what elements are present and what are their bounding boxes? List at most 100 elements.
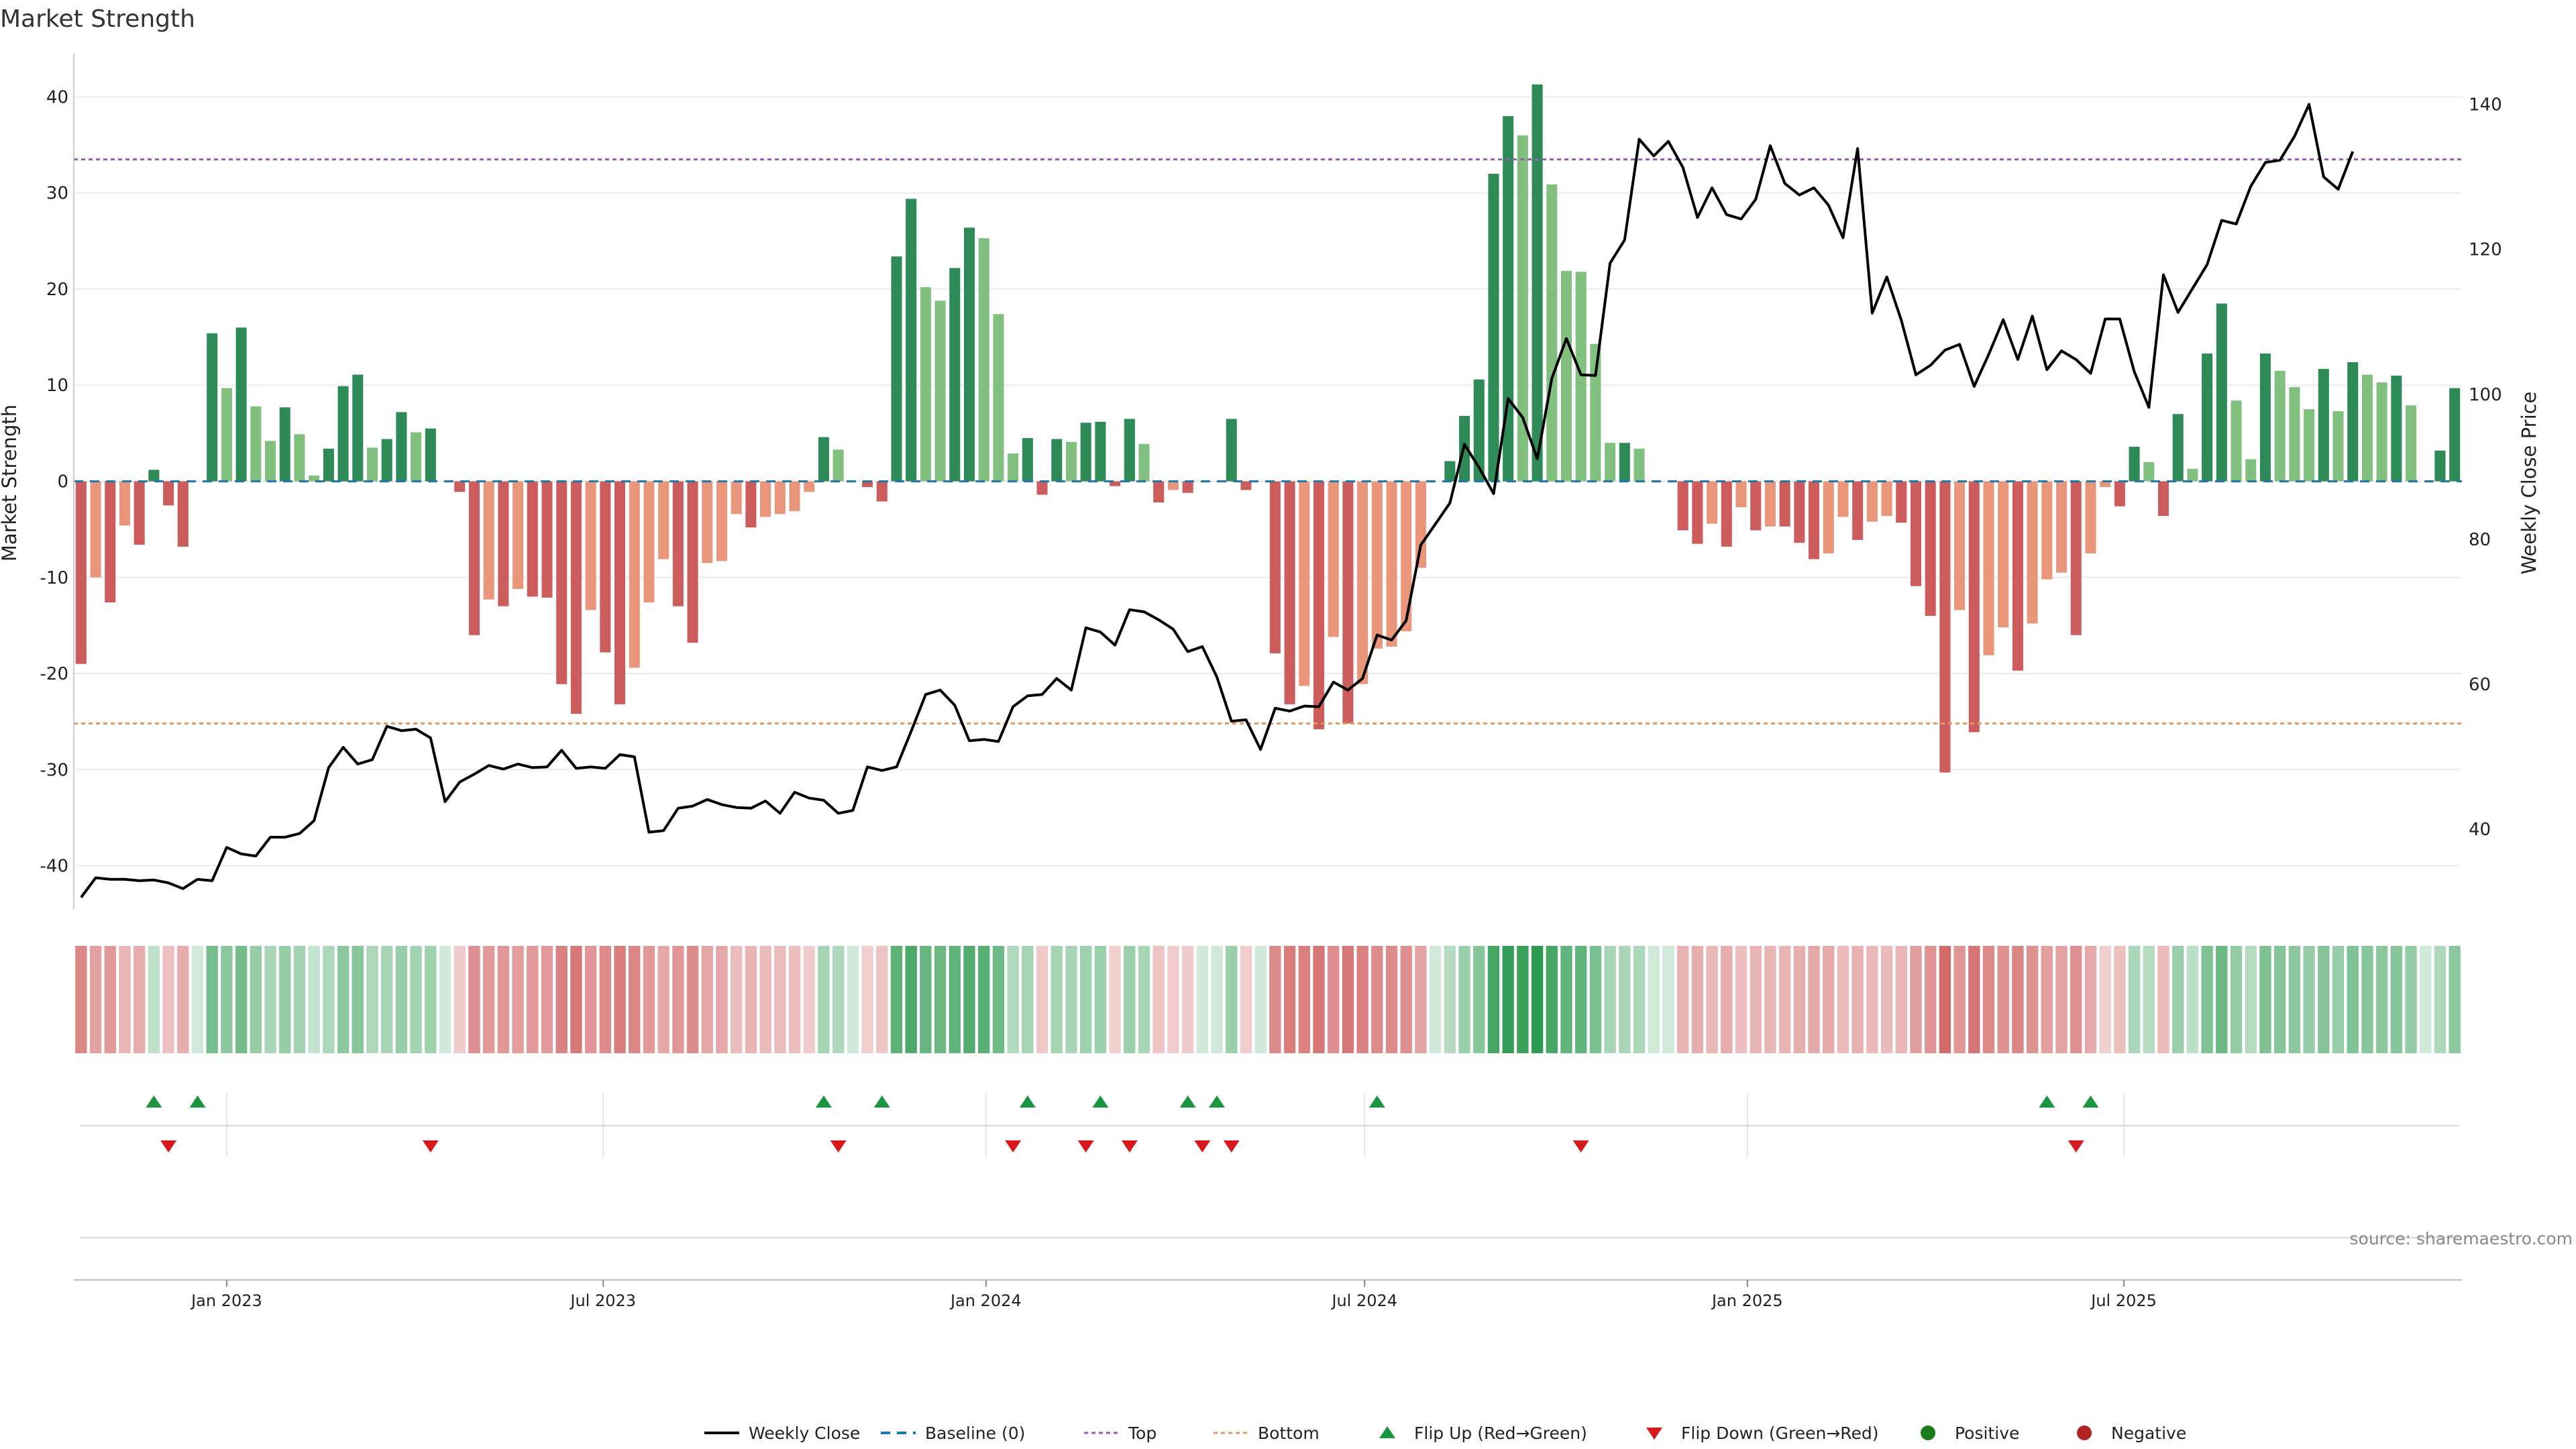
heat-cell — [1735, 946, 1748, 1053]
legend-label: Baseline (0) — [925, 1424, 1025, 1443]
strength-bar — [148, 470, 160, 482]
strength-bar — [1633, 448, 1645, 482]
strength-bar — [1939, 481, 1951, 773]
heat-cell — [439, 946, 451, 1053]
heat-cell — [482, 946, 495, 1053]
strength-bar — [920, 287, 931, 482]
heat-cell — [847, 946, 859, 1053]
strength-bar — [906, 199, 917, 482]
heat-cell — [1925, 946, 1937, 1053]
strength-bar — [2202, 353, 2213, 482]
strength-bar — [716, 481, 728, 561]
flip-up-marker — [873, 1095, 890, 1108]
heat-cell — [1531, 946, 1544, 1053]
strength-bar — [2449, 388, 2461, 482]
heat-cell — [803, 946, 815, 1053]
heat-cell — [745, 946, 757, 1053]
heat-cell — [920, 946, 932, 1053]
strength-bar — [1182, 481, 1193, 493]
strength-bar — [702, 481, 713, 564]
heat-cell — [1181, 946, 1194, 1053]
heat-cell — [1283, 946, 1296, 1053]
strength-bar — [1532, 84, 1543, 482]
strength-bar — [163, 481, 174, 506]
heat-cell — [308, 946, 320, 1053]
right-tick-label: 120 — [2469, 240, 2502, 260]
heat-cell — [1138, 946, 1150, 1053]
strength-bar — [585, 481, 596, 610]
strength-bar — [1750, 481, 1762, 531]
heat-cell — [570, 946, 582, 1053]
strength-bar — [1896, 481, 1907, 523]
flip-down-marker — [1077, 1140, 1094, 1152]
heat-cell — [1444, 946, 1456, 1053]
heat-cell — [235, 946, 248, 1053]
strength-heat-strip — [75, 946, 2461, 1053]
heat-cell — [1517, 946, 1529, 1053]
strength-bar — [1401, 481, 1412, 631]
strength-bar — [105, 481, 116, 603]
strength-bar — [1852, 481, 1864, 540]
strength-bar — [2012, 481, 2023, 671]
legend-label: Positive — [1955, 1424, 2019, 1443]
heat-cell — [1589, 946, 1602, 1053]
strength-bar — [1167, 481, 1179, 490]
strength-bar — [2114, 481, 2125, 506]
heat-cell — [1487, 946, 1500, 1053]
strength-bar — [1051, 439, 1063, 482]
heat-cell — [2157, 946, 2169, 1053]
heat-cell — [2055, 946, 2068, 1053]
heat-cell — [2216, 946, 2228, 1053]
strength-bar — [1677, 481, 1688, 531]
heat-cell — [1458, 946, 1470, 1053]
heat-cell — [453, 946, 466, 1053]
date-tick-label: Jan 2025 — [1711, 1291, 1783, 1310]
left-tick-label: 0 — [57, 472, 68, 492]
date-tick-label: Jul 2024 — [1330, 1291, 1397, 1310]
heat-cell — [716, 946, 728, 1053]
strength-bar — [309, 475, 320, 482]
heat-cell — [2201, 946, 2213, 1053]
chart-title: Market Strength — [0, 5, 195, 33]
left-tick-label: -30 — [40, 760, 68, 780]
heat-cell — [905, 946, 917, 1053]
strength-bar — [2304, 409, 2315, 482]
heat-cell — [425, 946, 437, 1053]
heat-cell — [1065, 946, 1077, 1053]
heat-cell — [2303, 946, 2315, 1053]
strength-bar — [1371, 481, 1383, 649]
heat-cell — [1648, 946, 1660, 1053]
strength-bar — [1590, 343, 1601, 482]
legend-label: Flip Down (Green→Red) — [1681, 1424, 1879, 1443]
heat-cell — [934, 946, 947, 1053]
left-tick-label: 40 — [46, 87, 68, 107]
heat-cell — [1575, 946, 1587, 1053]
strength-bar — [570, 481, 582, 714]
strength-bar — [1488, 174, 1499, 482]
heat-cell — [1371, 946, 1383, 1053]
strength-bar — [556, 481, 568, 684]
heat-cell — [1604, 946, 1616, 1053]
strength-bar — [1968, 481, 1980, 733]
left-tick-label: -20 — [40, 664, 68, 684]
heat-cell — [774, 946, 786, 1053]
strength-bar — [221, 388, 232, 482]
strength-bar — [2216, 303, 2227, 482]
price-line — [80, 103, 2355, 898]
flip-down-marker — [830, 1140, 847, 1152]
strength-bar — [2172, 414, 2184, 482]
heat-cell — [890, 946, 903, 1053]
strength-bar — [1473, 379, 1485, 482]
strength-bar — [1881, 481, 1892, 517]
strength-bar — [1153, 481, 1165, 503]
source-note: source: sharemaestro.com — [2350, 1229, 2573, 1248]
heat-cell — [584, 946, 597, 1053]
strength-bar — [337, 386, 349, 482]
heat-cell — [672, 946, 684, 1053]
heat-cell — [1342, 946, 1354, 1053]
heat-cell — [2420, 946, 2432, 1053]
heat-cell — [1721, 946, 1733, 1053]
heat-cell — [788, 946, 801, 1053]
heat-cell — [1895, 946, 1907, 1053]
heat-cell — [177, 946, 189, 1053]
